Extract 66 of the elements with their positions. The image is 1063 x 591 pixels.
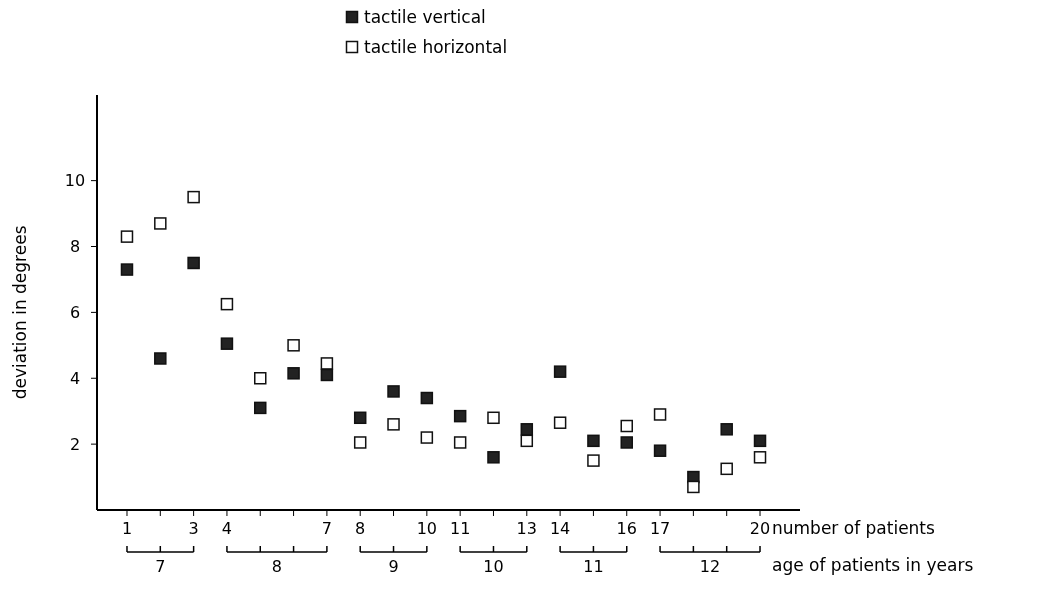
legend-label: tactile horizontal xyxy=(364,36,508,57)
x-tick-label: 3 xyxy=(188,519,199,538)
point xyxy=(520,434,534,448)
y-tick-label: 4 xyxy=(69,368,81,388)
point xyxy=(287,367,300,380)
point xyxy=(287,339,300,352)
point xyxy=(187,256,200,270)
point xyxy=(120,263,134,276)
x-tick-label: 11 xyxy=(449,519,471,538)
x-tick-label: 4 xyxy=(221,519,233,538)
x-tick-label: 20 xyxy=(749,519,771,538)
text: age of patients in years xyxy=(772,555,974,575)
point xyxy=(653,408,667,421)
point xyxy=(353,411,367,425)
x-axis-title: number of patients xyxy=(772,518,936,538)
y-tick-label: 10 xyxy=(64,171,86,191)
x-tick-label: 14 xyxy=(549,519,571,538)
legend-label: tactile vertical xyxy=(364,6,486,27)
point xyxy=(387,385,400,398)
point xyxy=(753,434,767,448)
point xyxy=(120,230,134,243)
point xyxy=(254,401,267,415)
point xyxy=(453,436,467,449)
x-tick-label: 1 xyxy=(121,519,133,538)
x-tick-label: 16 xyxy=(616,519,637,538)
point xyxy=(487,411,500,425)
point xyxy=(254,372,267,385)
point xyxy=(187,190,200,204)
point xyxy=(620,436,633,449)
text: 12 xyxy=(699,557,721,576)
point xyxy=(154,352,167,365)
y-tick-label: 8 xyxy=(69,237,81,257)
point xyxy=(687,480,700,494)
point xyxy=(453,409,467,423)
point xyxy=(653,444,667,457)
y-axis-title: deviation in degrees xyxy=(10,225,30,400)
point xyxy=(587,454,600,467)
x-tick-label: 13 xyxy=(516,519,537,538)
point xyxy=(220,337,234,350)
x-tick-label: 17 xyxy=(649,519,671,538)
point xyxy=(220,297,234,311)
point xyxy=(387,418,400,431)
text: 10 xyxy=(483,557,504,576)
point xyxy=(620,419,633,433)
point xyxy=(753,451,767,464)
point xyxy=(720,423,733,436)
point xyxy=(553,416,567,429)
y-tick-label: 2 xyxy=(69,434,81,454)
text: 8 xyxy=(271,557,283,576)
point xyxy=(420,431,434,444)
point xyxy=(320,357,334,370)
x-tick-label: 7 xyxy=(321,519,332,538)
x-tick-label: 8 xyxy=(355,519,366,538)
point xyxy=(587,434,600,448)
y-tick-label: 6 xyxy=(69,302,81,322)
point xyxy=(487,451,500,464)
point xyxy=(353,436,367,449)
point xyxy=(420,391,434,405)
point xyxy=(154,217,167,230)
text: 11 xyxy=(583,557,604,576)
point xyxy=(553,365,567,378)
point xyxy=(520,423,534,436)
x-tick-label: 10 xyxy=(416,519,438,538)
text: 9 xyxy=(388,557,399,576)
text: 7 xyxy=(155,557,166,576)
point xyxy=(720,462,733,476)
